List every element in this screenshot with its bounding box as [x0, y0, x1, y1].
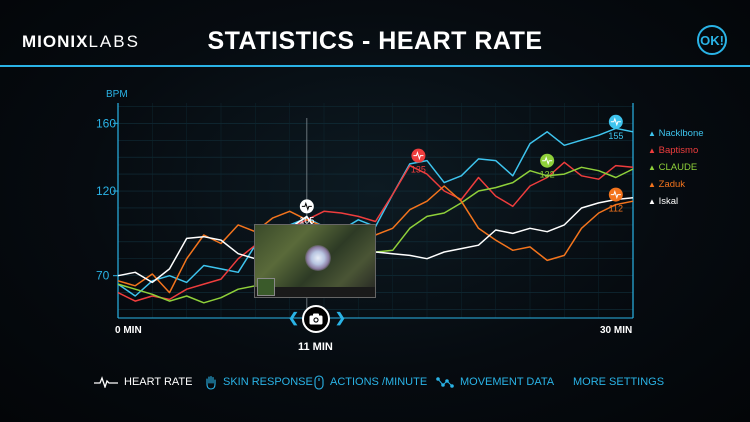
legend-label: CLAUDE	[656, 162, 698, 173]
person-icon: ▲	[648, 197, 656, 206]
game-minimap	[257, 278, 275, 296]
series-marker-value: 105	[299, 215, 314, 225]
nav-movement-data[interactable]: MOVEMENT DATA	[436, 370, 554, 394]
nav-movement-data-label: MOVEMENT DATA	[460, 376, 555, 388]
ok-button[interactable]: OK!	[697, 25, 727, 55]
x-tick-label: 30 MIN	[600, 325, 632, 336]
nav-more-settings-label: MORE SETTINGS	[573, 376, 665, 388]
legend-label: Zaduk	[656, 179, 686, 190]
pulse-icon	[413, 151, 424, 161]
y-tick-label: 160	[96, 116, 116, 130]
game-hud-bar	[255, 287, 375, 297]
nav-heart-rate[interactable]: HEART RATE	[94, 370, 192, 394]
legend-item-baptismo[interactable]: ▲ Baptismo	[648, 142, 704, 159]
legend-item-zaduk[interactable]: ▲ Zaduk	[648, 176, 704, 193]
person-icon: ▲	[648, 146, 656, 155]
person-icon: ▲	[648, 180, 656, 189]
app-header: MIONIXLABS STATISTICS - HEART RATE OK!	[0, 0, 750, 66]
legend-label: Iskal	[656, 196, 679, 207]
logo-brand: MIONIX	[22, 32, 89, 51]
logo-labs: LABS	[88, 32, 140, 51]
nav-more-settings[interactable]: MORE SETTINGS	[573, 370, 664, 394]
hand-icon	[206, 375, 216, 390]
nav-actions-minute-label: ACTIONS /MINUTE	[330, 376, 428, 388]
camera-button[interactable]	[302, 305, 330, 333]
y-tick-label: 120	[96, 184, 116, 198]
series-marker-value: 155	[608, 131, 623, 141]
timeline-prev-arrow-icon[interactable]: ❮	[288, 310, 299, 325]
timeline-next-arrow-icon[interactable]: ❯	[335, 310, 346, 325]
legend-item-iskal[interactable]: ▲ Iskal	[648, 193, 704, 210]
nav-heart-rate-label: HEART RATE	[124, 376, 193, 388]
person-icon: ▲	[648, 129, 656, 138]
nav-skin-response-label: SKIN RESPONSE	[223, 376, 313, 388]
movement-icon	[436, 377, 454, 388]
bottom-nav: HEART RATE SKIN RESPONSE ACTIONS /MINUTE…	[0, 370, 750, 394]
legend-item-nacklbone[interactable]: ▲ Nacklbone	[648, 125, 704, 142]
legend-label: Baptismo	[656, 145, 699, 156]
mouse-icon	[314, 374, 324, 390]
header-divider	[0, 65, 750, 67]
series-marker-value: 135	[411, 165, 426, 175]
y-tick-label: 70	[96, 269, 110, 283]
y-axis-label: BPM	[106, 89, 128, 100]
x-tick-label: 0 MIN	[115, 325, 142, 336]
camera-icon	[309, 313, 323, 325]
nav-skin-response[interactable]: SKIN RESPONSE	[205, 370, 313, 394]
pulse-icon	[610, 189, 621, 200]
heart-rate-icon	[94, 376, 118, 388]
gameplay-video-thumbnail[interactable]	[254, 224, 376, 298]
pulse-icon	[542, 156, 553, 166]
chart-legend: ▲ Nacklbone ▲ Baptismo ▲ CLAUDE ▲ Zaduk ▲ Is…	[648, 125, 704, 210]
selected-time-label: 11 MIN	[298, 341, 333, 353]
pulse-icon	[301, 201, 312, 212]
legend-label: Nacklbone	[656, 128, 704, 139]
person-icon: ▲	[648, 163, 656, 172]
mionix-labs-logo: MIONIXLABS	[22, 32, 140, 52]
series-marker-value: 112	[609, 204, 623, 214]
nav-actions-minute[interactable]: ACTIONS /MINUTE	[314, 370, 427, 394]
series-line-baptismo	[117, 161, 634, 302]
pulse-icon	[610, 117, 621, 127]
legend-item-claude[interactable]: ▲ CLAUDE	[648, 159, 704, 176]
series-marker-value: 132	[540, 170, 555, 180]
page-title: STATISTICS - HEART RATE	[207, 27, 543, 55]
spell-effect	[305, 245, 331, 271]
